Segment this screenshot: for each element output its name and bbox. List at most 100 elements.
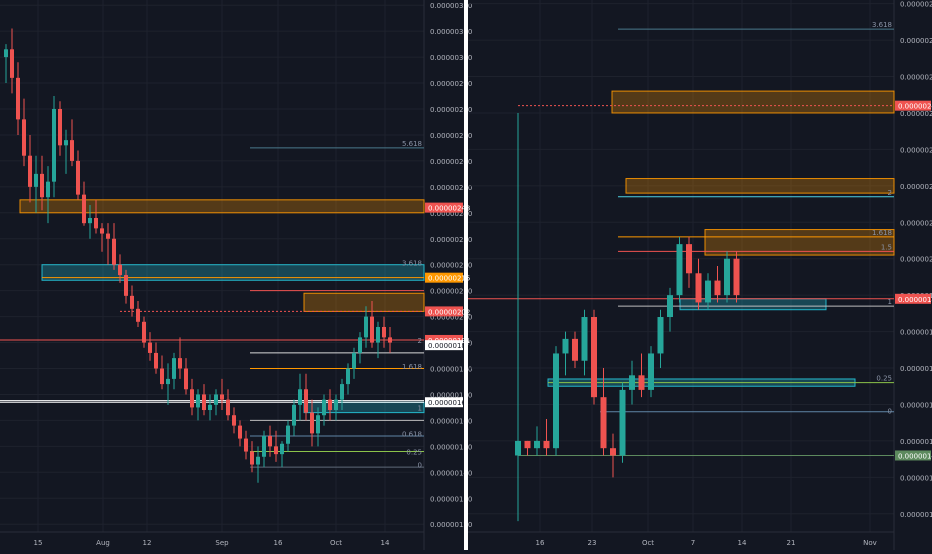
candle-body <box>118 264 122 276</box>
x-tick-label: 16 <box>536 539 545 547</box>
candle-body <box>316 415 320 434</box>
x-tick-label: 12 <box>143 539 152 547</box>
supply-zone <box>611 90 895 114</box>
candle-body <box>226 399 230 416</box>
candle-body <box>352 352 356 369</box>
candle-body <box>166 378 170 385</box>
fib-label: 5.618 <box>402 140 422 148</box>
candle-body <box>124 275 128 296</box>
candle-body <box>334 399 338 411</box>
candle-body <box>10 49 14 78</box>
fib-label: 0 <box>888 407 892 415</box>
candle-body <box>638 375 645 390</box>
candle-body <box>667 295 673 318</box>
candle-body <box>70 140 74 161</box>
y-tick-label: 0.00000200 <box>430 314 472 322</box>
fib-label: 3.618 <box>872 21 892 29</box>
price-tag-label: 0.00000215 <box>428 275 470 283</box>
y-tick-label: 0.00000130 <box>430 495 472 503</box>
y-tick-label: 0.00000150 <box>430 443 472 451</box>
fib-label: 0.25 <box>406 449 422 457</box>
price-tag <box>895 100 931 111</box>
candle-body <box>232 415 236 426</box>
candle-body <box>376 326 380 343</box>
fib-label: 0.25 <box>876 375 892 383</box>
fib-label: 2 <box>418 337 422 345</box>
y-tick-label: 0.00000230 <box>430 236 472 244</box>
candle-body <box>64 140 68 146</box>
candle-body <box>724 258 730 296</box>
candle-body <box>52 108 56 182</box>
panel-divider <box>464 0 468 550</box>
y-tick-label: 0.00000220 <box>430 262 472 270</box>
candle-body <box>382 326 386 338</box>
y-tick-label: 0.00000150 <box>900 438 932 446</box>
candle-body <box>262 435 266 457</box>
price-tag-label: 0.00000243 <box>898 103 932 111</box>
candle-body <box>238 425 242 439</box>
candle-body <box>76 160 80 195</box>
candle-body <box>657 317 664 354</box>
candle-body <box>82 194 86 224</box>
x-tick-label: 7 <box>691 539 695 547</box>
y-tick-label: 0.00000170 <box>900 365 932 373</box>
candle-body <box>346 368 350 385</box>
candle-body <box>705 280 711 303</box>
candle-body <box>562 338 569 354</box>
y-tick-label: 0.00000270 <box>430 132 472 140</box>
candle-body <box>714 280 721 296</box>
y-tick-label: 0.00000230 <box>900 146 932 154</box>
candle-body <box>178 358 182 369</box>
x-tick-label: 23 <box>588 539 597 547</box>
y-tick-label: 0.00000120 <box>430 521 472 529</box>
candle-body <box>106 233 110 239</box>
candle-body <box>130 295 134 309</box>
candle-body <box>298 389 302 405</box>
candle-body <box>322 399 326 416</box>
y-tick-label: 0.00000210 <box>430 288 472 296</box>
candle-body <box>648 353 654 390</box>
candle-body <box>214 394 218 405</box>
y-tick-label: 0.00000250 <box>900 74 932 82</box>
candle-body <box>202 394 206 411</box>
candle-body <box>310 412 314 434</box>
chart-panel-1: 0.00000320 0.00000310 0.00000300 0.00000290… <box>0 0 472 550</box>
price-tag-label: 0.00000189 <box>898 296 932 304</box>
candle-body <box>686 244 692 274</box>
fib-label: 0.618 <box>402 431 422 439</box>
price-tag-label: 0.00000146 <box>898 452 932 460</box>
x-tick-label: 21 <box>787 539 796 547</box>
fib-label: 1.618 <box>872 229 892 237</box>
y-tick-label: 0.00000260 <box>430 158 472 166</box>
candle-body <box>340 384 344 400</box>
candle-body <box>40 173 44 198</box>
chart-panel-2: 0.00000270 0.00000260 0.00000250 0.00000240… <box>468 0 932 550</box>
x-tick-label: 16 <box>274 539 283 547</box>
price-tag <box>895 450 931 461</box>
candle-body <box>46 181 50 198</box>
candle-body <box>358 337 362 353</box>
price-tag <box>425 202 463 213</box>
candle-body <box>196 394 200 408</box>
candle-body <box>154 352 158 369</box>
x-tick-label: Sep <box>215 539 229 547</box>
supply-zone <box>303 292 425 312</box>
candle-body <box>112 238 116 265</box>
x-tick-label: 14 <box>738 539 747 547</box>
y-tick-label: 0.00000210 <box>900 219 932 227</box>
candle-body <box>58 108 62 146</box>
candle-body <box>250 451 254 465</box>
y-tick-label: 0.00000240 <box>430 210 472 218</box>
y-tick-label: 0.00000170 <box>430 391 472 399</box>
price-tag <box>425 340 463 351</box>
candle-body <box>28 155 32 187</box>
candle-body <box>515 440 521 456</box>
candle-body <box>190 389 194 408</box>
candle-body <box>280 443 284 455</box>
y-tick-label: 0.00000270 <box>900 1 932 9</box>
y-tick-label: 0.00000140 <box>430 469 472 477</box>
candle-body <box>292 404 296 426</box>
price-tag-label: 0.00000167 <box>428 399 470 407</box>
candle-body <box>286 425 290 444</box>
